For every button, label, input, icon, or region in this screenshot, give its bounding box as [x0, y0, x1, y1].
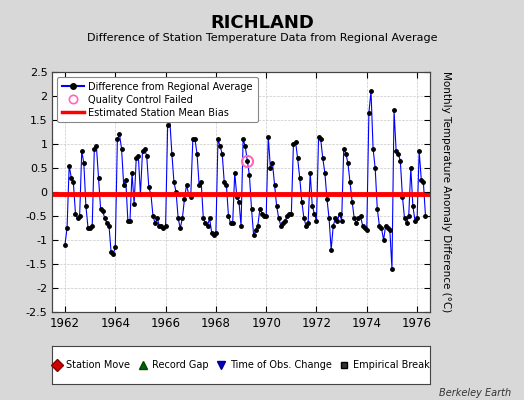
Text: Difference of Station Temperature Data from Regional Average: Difference of Station Temperature Data f…	[87, 33, 437, 43]
Text: Berkeley Earth: Berkeley Earth	[439, 388, 511, 398]
Legend: Difference from Regional Average, Quality Control Failed, Estimated Station Mean: Difference from Regional Average, Qualit…	[57, 77, 258, 122]
Y-axis label: Monthly Temperature Anomaly Difference (°C): Monthly Temperature Anomaly Difference (…	[442, 71, 452, 313]
Legend: Station Move, Record Gap, Time of Obs. Change, Empirical Break: Station Move, Record Gap, Time of Obs. C…	[50, 357, 432, 373]
Text: RICHLAND: RICHLAND	[210, 14, 314, 32]
